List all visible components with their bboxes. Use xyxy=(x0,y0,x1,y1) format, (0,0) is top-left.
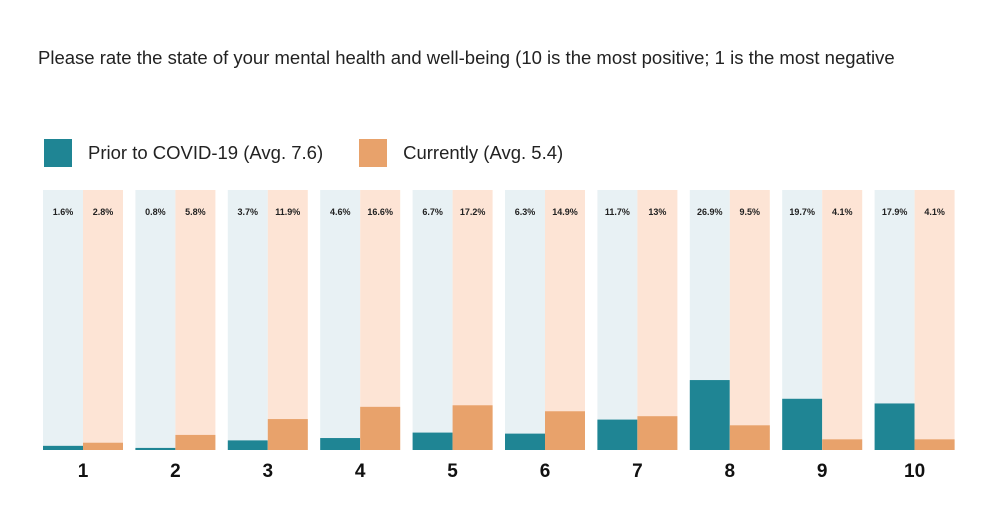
bar-background-prior-5 xyxy=(412,190,453,450)
bar-background-prior-1 xyxy=(43,190,83,450)
category-label-2: 2 xyxy=(170,461,181,482)
category-label-3: 3 xyxy=(263,461,274,482)
data-label-prior-7: 11.7% xyxy=(605,207,630,217)
data-label-currently-9: 4.1% xyxy=(832,207,853,217)
data-label-prior-9: 19.7% xyxy=(789,207,815,217)
legend-label-prior: Prior to COVID-19 (Avg. 7.6) xyxy=(88,142,324,163)
bar-background-currently-9 xyxy=(822,190,863,450)
bar-prior-7 xyxy=(597,419,638,450)
bar-currently-2 xyxy=(175,434,216,450)
bar-prior-5 xyxy=(412,432,453,450)
chart-title: Please rate the state of your mental hea… xyxy=(38,47,895,68)
bar-currently-10 xyxy=(914,439,955,450)
bar-currently-3 xyxy=(267,419,308,450)
bar-currently-8 xyxy=(729,425,770,450)
legend-item-currently: Currently (Avg. 5.4) xyxy=(359,139,563,167)
data-label-prior-1: 1.6% xyxy=(53,207,74,217)
category-label-9: 9 xyxy=(817,461,828,482)
bar-background-prior-2 xyxy=(135,190,176,450)
data-label-prior-5: 6.7% xyxy=(422,207,443,217)
data-label-currently-2: 5.8% xyxy=(185,207,206,217)
bar-currently-7 xyxy=(637,416,678,450)
bar-prior-6 xyxy=(505,433,545,450)
bar-background-currently-8 xyxy=(729,190,770,450)
bar-prior-9 xyxy=(782,398,823,450)
data-label-currently-4: 16.6% xyxy=(367,207,393,217)
category-label-4: 4 xyxy=(355,461,366,482)
data-label-currently-5: 17.2% xyxy=(460,207,486,217)
data-label-currently-7: 13% xyxy=(648,207,666,217)
bar-background-currently-7 xyxy=(637,190,678,450)
bar-background-prior-7 xyxy=(597,190,638,450)
category-label-1: 1 xyxy=(78,461,89,482)
data-label-currently-8: 9.5% xyxy=(740,207,761,217)
data-label-prior-3: 3.7% xyxy=(238,207,259,217)
bar-currently-9 xyxy=(822,439,863,450)
legend-item-prior: Prior to COVID-19 (Avg. 7.6) xyxy=(44,139,323,167)
bar-prior-1 xyxy=(43,445,83,450)
bar-background-prior-6 xyxy=(505,190,545,450)
bar-background-currently-3 xyxy=(267,190,308,450)
bar-currently-6 xyxy=(545,411,585,450)
legend: Prior to COVID-19 (Avg. 7.6) Currently (… xyxy=(44,139,599,167)
bar-background-prior-4 xyxy=(320,190,361,450)
category-label-7: 7 xyxy=(632,461,643,482)
category-label-5: 5 xyxy=(447,461,458,482)
bar-background-currently-6 xyxy=(545,190,585,450)
bar-prior-10 xyxy=(874,403,915,450)
data-label-currently-3: 11.9% xyxy=(275,207,300,217)
data-label-prior-8: 26.9% xyxy=(697,207,723,217)
category-label-8: 8 xyxy=(725,461,736,482)
bar-background-currently-4 xyxy=(360,190,401,450)
legend-swatch-currently xyxy=(359,139,388,167)
data-label-prior-6: 6.3% xyxy=(515,207,536,217)
bar-currently-5 xyxy=(452,405,493,450)
data-label-currently-10: 4.1% xyxy=(924,207,945,217)
bar-prior-2 xyxy=(135,447,176,450)
category-label-10: 10 xyxy=(904,461,925,482)
bar-prior-4 xyxy=(320,438,361,450)
bar-prior-3 xyxy=(227,440,268,450)
data-label-prior-10: 17.9% xyxy=(882,207,908,217)
bar-background-currently-2 xyxy=(175,190,216,450)
category-label-6: 6 xyxy=(540,461,551,482)
bar-currently-1 xyxy=(83,442,123,450)
bar-background-prior-3 xyxy=(227,190,268,450)
legend-swatch-prior xyxy=(44,139,72,167)
data-label-currently-1: 2.8% xyxy=(93,207,114,217)
bar-background-currently-1 xyxy=(83,190,123,450)
data-label-prior-2: 0.8% xyxy=(145,207,166,217)
bar-prior-8 xyxy=(689,380,730,450)
bar-background-currently-10 xyxy=(914,190,955,450)
bar-currently-4 xyxy=(360,406,401,450)
data-label-prior-4: 4.6% xyxy=(330,207,351,217)
data-label-currently-6: 14.9% xyxy=(552,207,578,217)
legend-label-currently: Currently (Avg. 5.4) xyxy=(403,142,564,163)
